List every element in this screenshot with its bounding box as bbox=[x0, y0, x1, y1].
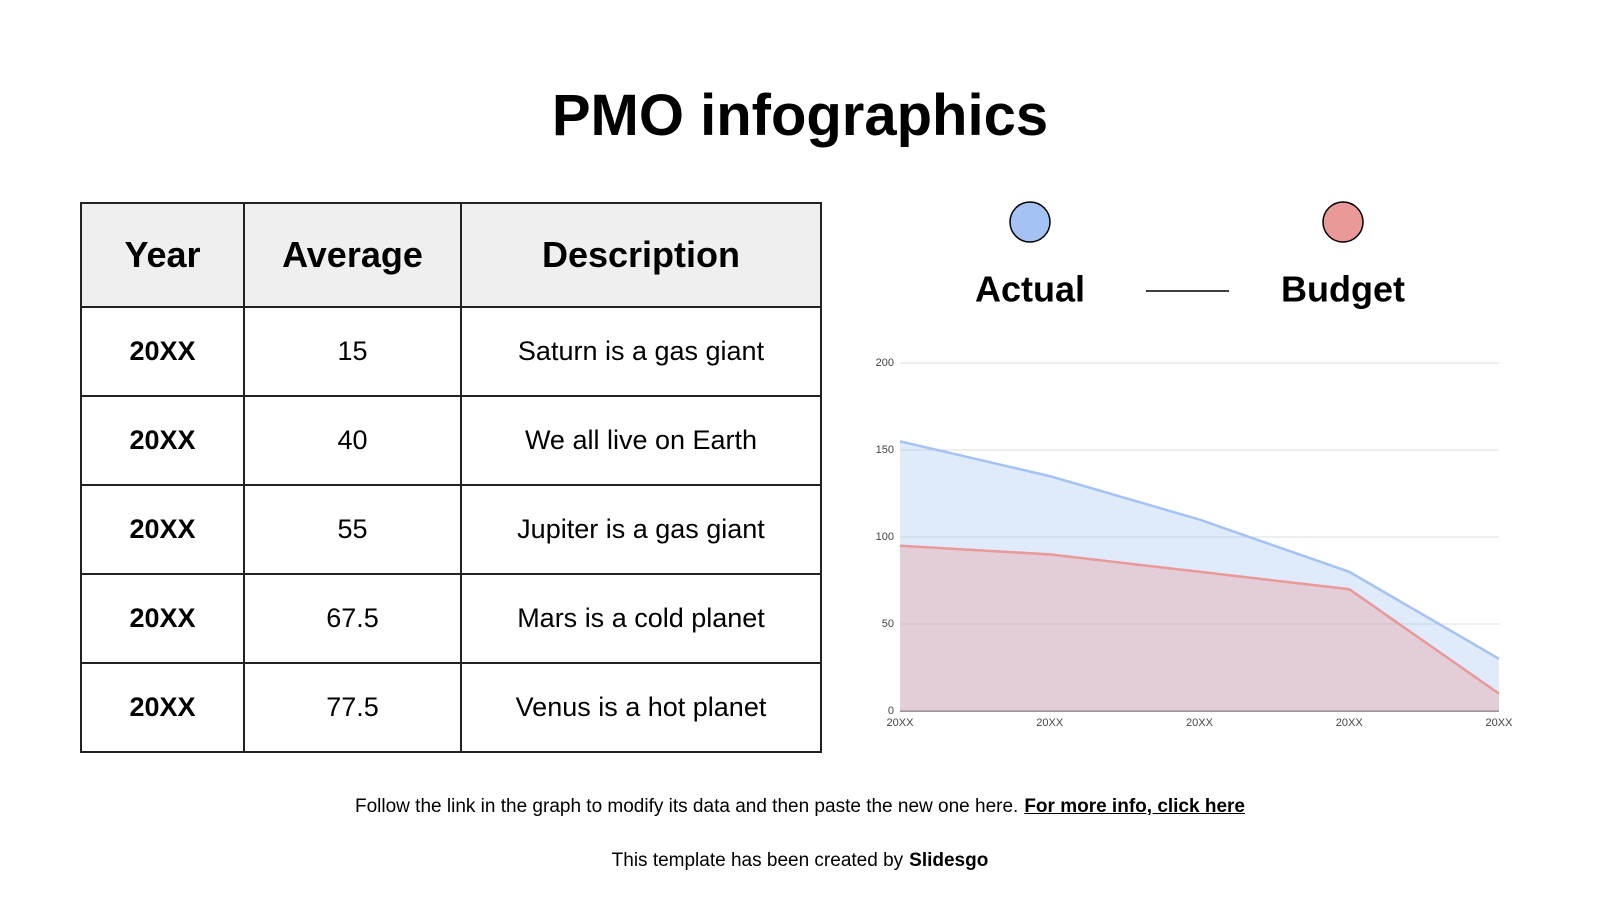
header-cell: Year bbox=[80, 202, 245, 308]
y-tick-label: 50 bbox=[882, 618, 894, 630]
cell: 20XX bbox=[80, 395, 245, 486]
legend-marker bbox=[1322, 201, 1364, 243]
cell: We all live on Earth bbox=[460, 395, 822, 486]
cell: Venus is a hot planet bbox=[460, 662, 822, 753]
x-tick-label: 20XX bbox=[887, 717, 915, 729]
area bbox=[900, 441, 1499, 711]
credit: This template has been created by bbox=[611, 850, 904, 871]
note: Follow the link in the graph to modify i… bbox=[355, 796, 1019, 817]
table-row: 20XX 77.5 Venus is a hot planet bbox=[80, 662, 822, 753]
cell: 20XX bbox=[80, 306, 245, 397]
cell: Mars is a cold planet bbox=[460, 573, 822, 664]
cell: 40 bbox=[243, 395, 462, 486]
y-tick-label: 100 bbox=[876, 531, 894, 543]
table-row: 20XX 55 Jupiter is a gas giant bbox=[80, 484, 822, 575]
y-tick-label: 150 bbox=[876, 444, 894, 456]
table-row: 20XX 15 Saturn is a gas giant bbox=[80, 306, 822, 397]
cell: 67.5 bbox=[243, 573, 462, 664]
x-tick-label: 20XX bbox=[1336, 717, 1364, 729]
header-cell: Description bbox=[460, 202, 822, 308]
cell: 20XX bbox=[80, 484, 245, 575]
cell: Jupiter is a gas giant bbox=[460, 484, 822, 575]
info-link[interactable]: For more info, click here bbox=[1024, 796, 1245, 817]
x-tick-label: 20XX bbox=[1186, 717, 1214, 729]
area bbox=[900, 545, 1499, 711]
legend-label: Actual bbox=[975, 269, 1085, 310]
cell: 20XX bbox=[80, 573, 245, 664]
line bbox=[899, 440, 1500, 660]
title: PMO infographics bbox=[551, 83, 1049, 148]
line bbox=[899, 544, 1500, 695]
data-table: Year Average Description 20XX 15 Saturn is a … bbox=[80, 202, 822, 753]
header-cell: Average bbox=[243, 202, 462, 308]
cell: 20XX bbox=[80, 662, 245, 753]
x-tick-label: 20XX bbox=[1036, 717, 1064, 729]
cell: Saturn is a gas giant bbox=[460, 306, 822, 397]
x-tick-label: 20XX bbox=[1486, 717, 1514, 729]
footer-credit: This template has been created by Slidesg… bbox=[0, 850, 1600, 872]
table-row: 20XX 67.5 Mars is a cold planet bbox=[80, 573, 822, 664]
legend-label: Budget bbox=[1281, 269, 1405, 310]
table-row: 20XX 40 We all live on Earth bbox=[80, 395, 822, 486]
cell: 77.5 bbox=[243, 662, 462, 753]
brand: Slidesgo bbox=[909, 850, 989, 871]
footer-note: Follow the link in the graph to modify i… bbox=[0, 796, 1600, 818]
y-tick-label: 200 bbox=[876, 357, 894, 369]
y-tick-label: 0 bbox=[888, 705, 894, 717]
cell: 55 bbox=[243, 484, 462, 575]
legend-marker bbox=[1009, 201, 1051, 243]
cell: 15 bbox=[243, 306, 462, 397]
